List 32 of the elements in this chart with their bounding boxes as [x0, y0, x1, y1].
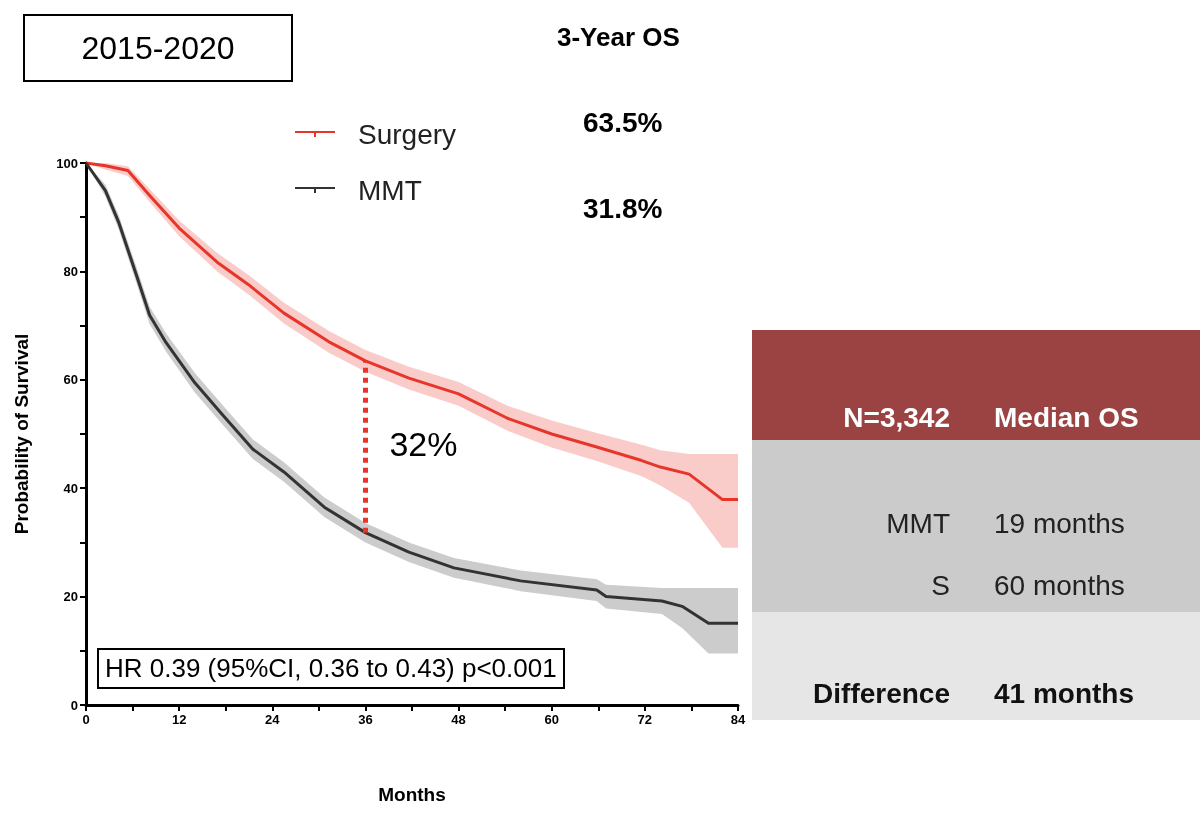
x-tick-label: 48 — [451, 712, 466, 727]
y-tick-label: 20 — [63, 589, 78, 605]
legend-label: Surgery — [358, 118, 457, 150]
x-tick-label: 84 — [730, 712, 746, 727]
text: S — [931, 570, 950, 602]
y-tick-label: 80 — [63, 263, 78, 279]
y-tick-label: 60 — [63, 372, 78, 388]
text: N=3,342 — [843, 402, 950, 434]
x-tick-label: 12 — [171, 712, 187, 727]
annotation: HR 0.39 (95%CI, 0.36 to 0.43) p<0.001 — [97, 648, 565, 689]
x-axis-title: Months — [378, 784, 446, 805]
text: 63.5% — [583, 107, 663, 139]
y-tick-label: 100 — [56, 155, 78, 171]
text: 60 months — [994, 570, 1125, 602]
y-tick-label: 0 — [70, 697, 78, 713]
annotation: 31.8% — [583, 193, 663, 225]
annotation: 32% — [389, 425, 458, 464]
text: 19 months — [994, 508, 1125, 540]
y-tick-label: 40 — [63, 480, 78, 496]
x-tick-label: 0 — [82, 712, 90, 727]
x-tick-label: 36 — [358, 712, 373, 727]
text: Median OS — [994, 402, 1139, 434]
text: 3-Year OS — [557, 22, 680, 53]
x-tick-label: 60 — [544, 712, 559, 727]
legend-label: MMT — [358, 174, 422, 206]
x-tick-label: 24 — [265, 712, 281, 727]
text: MMT — [886, 508, 950, 540]
chart-title: 2015-2020 — [23, 14, 293, 82]
x-tick-label: 72 — [637, 712, 653, 727]
text: 41 months — [994, 678, 1135, 710]
y-axis-title: Probability of Survival — [11, 333, 32, 535]
text: Difference — [813, 678, 950, 710]
